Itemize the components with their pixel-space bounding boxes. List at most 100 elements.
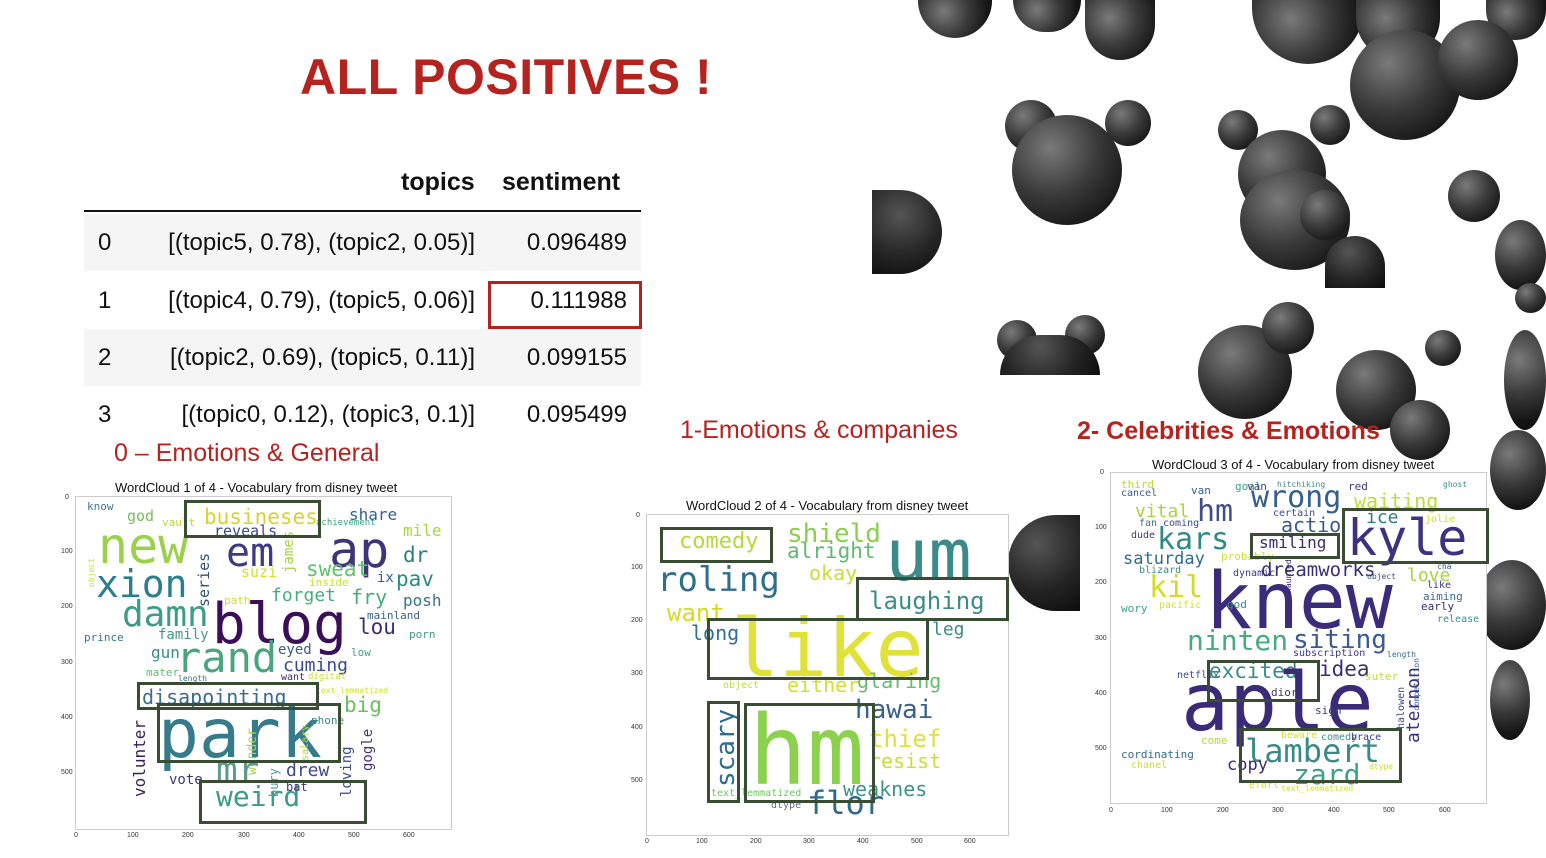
ear-blob — [1495, 220, 1546, 290]
cloud-word: aiming — [1423, 590, 1463, 603]
cloud-word: brace — [1351, 732, 1382, 743]
row-index: 1 — [98, 287, 112, 314]
ear-blob — [1105, 100, 1151, 146]
cloud-word: flor — [807, 784, 885, 822]
row-index: 0 — [98, 229, 112, 256]
ear-blob — [1262, 302, 1314, 354]
cloud-word: new — [98, 517, 189, 575]
cloud-word: god — [127, 507, 155, 525]
cloud-word: either — [787, 673, 860, 697]
x-tick: 600 — [403, 832, 415, 839]
y-tick: 200 — [61, 603, 73, 610]
cloud-word: vote — [169, 772, 203, 788]
y-tick: 300 — [631, 670, 643, 677]
cloud-word: dior — [1271, 686, 1298, 699]
row-sentiment: 0.096489 — [526, 229, 627, 256]
table-row: 3 [(topic0, 0.12), (topic3, 0.1)] 0.0954… — [84, 386, 641, 443]
cloud-word: wory — [1121, 602, 1148, 615]
ear-blob — [1490, 660, 1530, 740]
x-tick: 300 — [803, 838, 815, 845]
cloud-word: lou — [358, 615, 396, 639]
cloud-word: gun — [151, 643, 180, 662]
cloud-word: mainland — [367, 609, 420, 622]
ear-blob — [1515, 283, 1546, 313]
cloud-word: posh — [403, 591, 442, 610]
cloud-word: probably — [1221, 550, 1274, 563]
x-tick: 400 — [293, 832, 305, 839]
cloud-word: coming — [1163, 518, 1200, 529]
y-tick: 100 — [1095, 524, 1107, 531]
cloud-word: vault — [162, 516, 196, 529]
ear-blob — [872, 190, 942, 274]
cloud-word: shield — [787, 519, 881, 549]
y-tick: 200 — [631, 617, 643, 624]
cloud-word: object — [87, 558, 96, 587]
highlight-box-word — [157, 703, 341, 763]
cloud-word: love — [1407, 565, 1451, 586]
cloud-word: dude — [1131, 530, 1156, 541]
y-tick: 500 — [631, 777, 643, 784]
ear-blob — [1012, 115, 1122, 225]
cloud-word: blog — [212, 592, 347, 657]
x-tick: 100 — [696, 838, 708, 845]
x-tick: 0 — [1109, 807, 1113, 814]
cloud-word: drew — [286, 760, 330, 781]
row-topics: [(topic4, 0.79), (topic5, 0.06)] — [168, 287, 475, 314]
cloud-word: resist — [869, 749, 942, 773]
cloud-word: achievement — [316, 518, 376, 528]
x-tick: 200 — [750, 838, 762, 845]
cloud-word: hawai — [855, 695, 934, 725]
cloud-word: sweat — [306, 557, 370, 581]
x-tick: 100 — [1161, 807, 1173, 814]
cloud-word: suter — [1365, 670, 1399, 683]
ear-blob — [1310, 105, 1350, 145]
cloud-word: weird — [216, 780, 301, 813]
cloud-word: share — [349, 505, 398, 524]
table-row: 0 [(topic5, 0.78), (topic2, 0.05)] 0.096… — [84, 214, 641, 271]
header-topics: topics — [401, 168, 475, 196]
wordcloud-1-plot: know god vault busineses reveals achieve… — [75, 496, 452, 830]
cloud-word: actio — [1281, 513, 1342, 537]
cloud-word: chanel — [1131, 760, 1168, 771]
row-sentiment: 0.111988 — [530, 287, 627, 314]
cloud-word: busineses — [204, 505, 318, 529]
y-tick: 500 — [61, 769, 73, 776]
cloud-word: kyle — [1347, 509, 1468, 567]
x-tick: 600 — [1439, 807, 1451, 814]
ear-blob — [918, 0, 992, 38]
cloud-word: big — [344, 693, 382, 717]
highlight-box-word — [199, 780, 367, 824]
cloud-word: leg — [932, 619, 965, 640]
y-tick: 0 — [636, 512, 640, 519]
y-tick: 400 — [1095, 690, 1107, 697]
cloud-word: saturday — [1123, 549, 1205, 569]
x-tick: 500 — [348, 832, 360, 839]
wordcloud-3: WordCloud 3 of 4 - Vocabulary from disne… — [1090, 455, 1495, 820]
cloud-word: thief — [869, 725, 942, 753]
ear-blob — [1478, 560, 1546, 650]
cloud-word: vital — [1135, 501, 1190, 522]
cloud-word: long — [691, 621, 740, 645]
ear-blob — [1000, 335, 1100, 375]
cloud-word: low — [351, 646, 371, 659]
highlight-box-word — [1342, 508, 1489, 564]
wordcloud-3-plot: third van goal van hitchiking red ghost … — [1110, 472, 1487, 804]
cloud-word: red — [1348, 480, 1368, 493]
x-tick: 400 — [857, 838, 869, 845]
x-tick: 300 — [238, 832, 250, 839]
cloud-word: know — [87, 500, 114, 513]
cloud-word: object — [1367, 572, 1396, 581]
cloud-word: zard — [1293, 758, 1361, 791]
cloud-word: hitchiking — [1277, 480, 1326, 489]
cloud-word: path — [224, 594, 251, 607]
cloud-word: xion — [96, 562, 188, 606]
cloud-word: siting — [1293, 625, 1387, 655]
cloud-word: excited — [1209, 659, 1298, 683]
wordcloud-3-title: WordCloud 3 of 4 - Vocabulary from disne… — [1152, 457, 1435, 472]
cloud-word: digital — [308, 672, 346, 682]
cloud-word: eyed — [278, 642, 312, 658]
cloud-word: laughing — [869, 587, 985, 615]
cloud-word: blizard — [1139, 565, 1182, 576]
cloud-word: van — [1247, 480, 1267, 493]
wordcloud-2-title: WordCloud 2 of 4 - Vocabulary from disne… — [686, 498, 969, 513]
